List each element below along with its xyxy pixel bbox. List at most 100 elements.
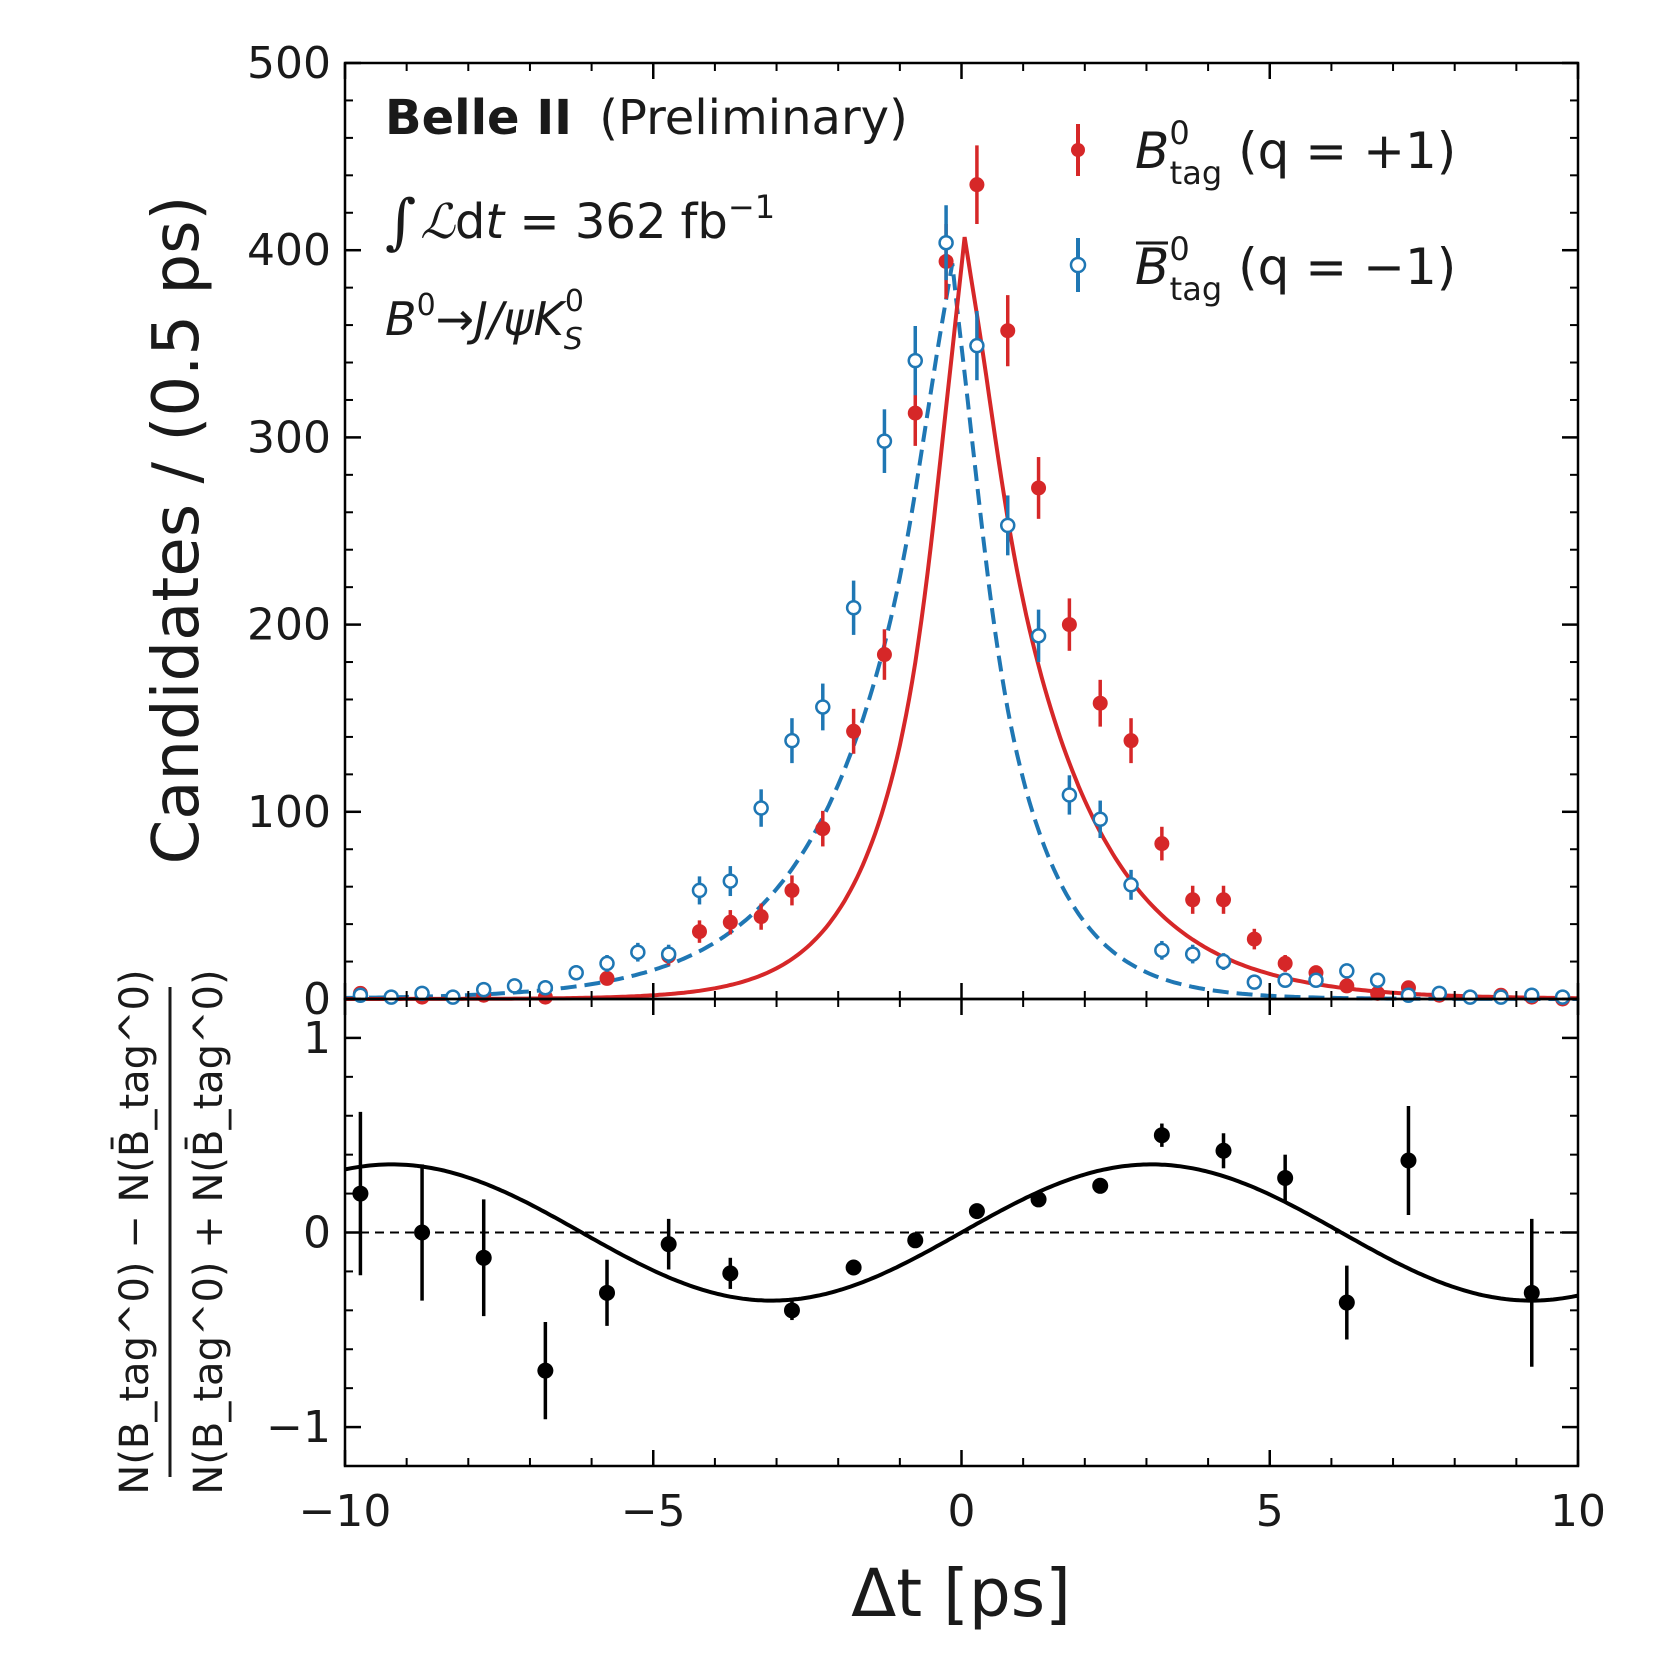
marker xyxy=(599,1284,616,1301)
marker xyxy=(537,980,554,996)
data-point-b-tag xyxy=(1154,826,1170,861)
marker xyxy=(1092,811,1108,828)
data-point-anti-b-tag xyxy=(1123,869,1139,900)
asymmetry-data-point xyxy=(537,1322,554,1420)
marker xyxy=(1000,323,1016,339)
data-point-b-tag xyxy=(1277,955,1293,972)
marker xyxy=(969,177,985,193)
asymmetry-data-point xyxy=(1338,1265,1355,1340)
marker xyxy=(907,1232,924,1249)
data-point-anti-b-tag xyxy=(1246,974,1263,990)
data-point-anti-b-tag xyxy=(506,978,523,994)
marker xyxy=(1523,1284,1540,1301)
x-tick-label: 0 xyxy=(948,1486,976,1537)
asymmetry-data-point xyxy=(1277,1154,1294,1202)
marker xyxy=(1554,989,1571,1005)
data-point-anti-b-tag xyxy=(1554,989,1571,1005)
marker xyxy=(660,946,677,962)
data-point-anti-b-tag xyxy=(845,580,862,635)
marker xyxy=(938,234,954,251)
bottom-y-axis-label: N(B_tag^0) − N(B̄_tag^0) N(B_tag^0) + N(… xyxy=(110,969,232,1494)
asymmetry-data-point xyxy=(352,1111,369,1276)
data-point-anti-b-tag xyxy=(784,718,800,764)
marker xyxy=(1277,1170,1294,1187)
data-point-anti-b-tag xyxy=(1493,989,1509,1005)
top-y-axis-label: Candidates / (0.5 ps) xyxy=(140,196,214,865)
marker xyxy=(383,989,399,1005)
top-y-tick-label: 0 xyxy=(303,974,331,1025)
asymmetry-data-point xyxy=(414,1164,431,1301)
asymmetry-fit-curve xyxy=(344,1162,1579,1303)
data-point-b-tag xyxy=(784,875,800,906)
marker xyxy=(845,1259,862,1276)
marker xyxy=(783,1302,800,1319)
data-point-anti-b-tag xyxy=(1092,800,1108,839)
marker xyxy=(1030,628,1047,644)
marker xyxy=(784,882,800,898)
data-point-anti-b-tag xyxy=(475,981,492,998)
luminosity-value: 362 xyxy=(575,194,667,250)
marker xyxy=(1246,974,1263,990)
asymmetry-data-point xyxy=(475,1199,492,1317)
data-point-anti-b-tag xyxy=(722,866,739,897)
marker xyxy=(1277,955,1293,971)
data-point-anti-b-tag xyxy=(815,683,831,731)
data-point-b-tag xyxy=(753,903,769,930)
marker xyxy=(907,352,924,369)
marker xyxy=(537,1362,554,1379)
marker xyxy=(1369,972,1386,989)
marker xyxy=(475,1249,492,1266)
data-point-anti-b-tag xyxy=(876,409,893,473)
marker xyxy=(506,978,523,994)
asymmetry-data-point xyxy=(599,1259,616,1326)
y-label-denominator: N(B_tag^0) + N(B̄_tag^0) xyxy=(184,969,232,1494)
asymmetry-data-point xyxy=(907,1232,924,1249)
marker xyxy=(845,600,862,616)
marker xyxy=(1123,877,1139,893)
asymmetry-data-point xyxy=(1092,1177,1109,1194)
experiment-status: (Preliminary) xyxy=(599,90,908,146)
asymmetry-data-point xyxy=(660,1218,677,1270)
asymmetry-data-point xyxy=(1523,1218,1540,1367)
y-label-numerator: N(B_tag^0) − N(B̄_tag^0) xyxy=(110,969,158,1494)
marker xyxy=(1184,946,1201,962)
asymmetry-data-point xyxy=(968,1203,985,1220)
marker xyxy=(660,1236,677,1253)
marker xyxy=(1061,617,1077,633)
data-point-anti-b-tag xyxy=(907,326,924,396)
experiment-name: Belle II xyxy=(385,90,572,146)
annotation-luminosity: ∫ℒdt = 362 fb−1 xyxy=(385,187,775,257)
marker xyxy=(352,1185,369,1202)
marker xyxy=(1154,836,1170,852)
marker xyxy=(1031,480,1047,496)
data-point-b-tag xyxy=(1216,885,1232,914)
marker xyxy=(1154,942,1170,959)
data-point-b-tag xyxy=(846,708,862,754)
x-tick-label: 5 xyxy=(1256,1486,1284,1537)
data-point-b-tag xyxy=(1092,679,1108,727)
marker xyxy=(599,970,615,986)
data-point-anti-b-tag xyxy=(568,965,584,981)
data-point-anti-b-tag xyxy=(445,989,461,1005)
data-point-anti-b-tag xyxy=(753,789,769,827)
legend: B0 tag (q = +1) B0 tag (q = −1) xyxy=(1069,114,1456,308)
data-point-anti-b-tag xyxy=(630,942,646,962)
marker xyxy=(568,965,584,981)
legend-label-anti-b-tag: (q = −1) xyxy=(1238,238,1456,296)
data-point-b-tag xyxy=(1061,598,1077,651)
top-y-tick-label: 100 xyxy=(247,787,331,838)
luminosity-exponent: −1 xyxy=(728,188,775,226)
marker xyxy=(691,924,707,940)
marker xyxy=(1246,931,1262,947)
marker xyxy=(1338,1294,1355,1311)
legend-label-b-tag: (q = +1) xyxy=(1238,122,1456,180)
data-point-b-tag xyxy=(815,810,831,847)
asymmetry-data-point xyxy=(1215,1133,1232,1169)
marker xyxy=(599,955,615,972)
top-y-tick-label: 400 xyxy=(247,225,331,276)
bottom-y-tick-label: 0 xyxy=(303,1208,331,1259)
marker xyxy=(1185,892,1201,908)
marker xyxy=(969,337,985,354)
